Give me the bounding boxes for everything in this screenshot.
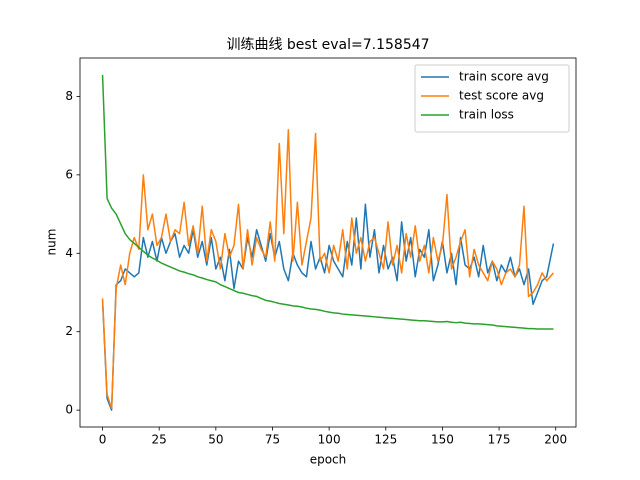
y-tick-label: 2 xyxy=(65,324,73,338)
x-tick-label: 200 xyxy=(544,433,567,447)
line-series xyxy=(101,129,555,409)
y-axis-label: num xyxy=(45,229,59,256)
chart-title: 训练曲线 best eval=7.158547 xyxy=(226,37,429,53)
legend-label: test score avg xyxy=(459,89,544,103)
legend-label: train loss xyxy=(459,108,514,122)
plot-frame xyxy=(79,57,577,428)
line-series xyxy=(101,203,555,411)
y-tick-label: 6 xyxy=(65,167,73,181)
line-series xyxy=(101,74,554,330)
x-tick-label: 125 xyxy=(374,433,397,447)
x-tick-label: 150 xyxy=(431,433,454,447)
legend: train score avg test score avg train loss xyxy=(414,64,570,133)
x-tick-label: 50 xyxy=(208,433,223,447)
x-tick-label: 100 xyxy=(318,433,341,447)
legend-label: train score avg xyxy=(459,70,549,84)
x-tick-label: 25 xyxy=(152,433,167,447)
x-tick-label: 75 xyxy=(265,433,280,447)
x-tick-label: 175 xyxy=(488,433,511,447)
x-axis-label: epoch xyxy=(310,453,347,467)
y-tick-label: 8 xyxy=(65,89,73,103)
legend-box xyxy=(414,64,570,133)
x-tick-label: 0 xyxy=(99,433,107,447)
y-tick-label: 0 xyxy=(65,403,73,417)
y-tick-label: 4 xyxy=(65,246,73,260)
